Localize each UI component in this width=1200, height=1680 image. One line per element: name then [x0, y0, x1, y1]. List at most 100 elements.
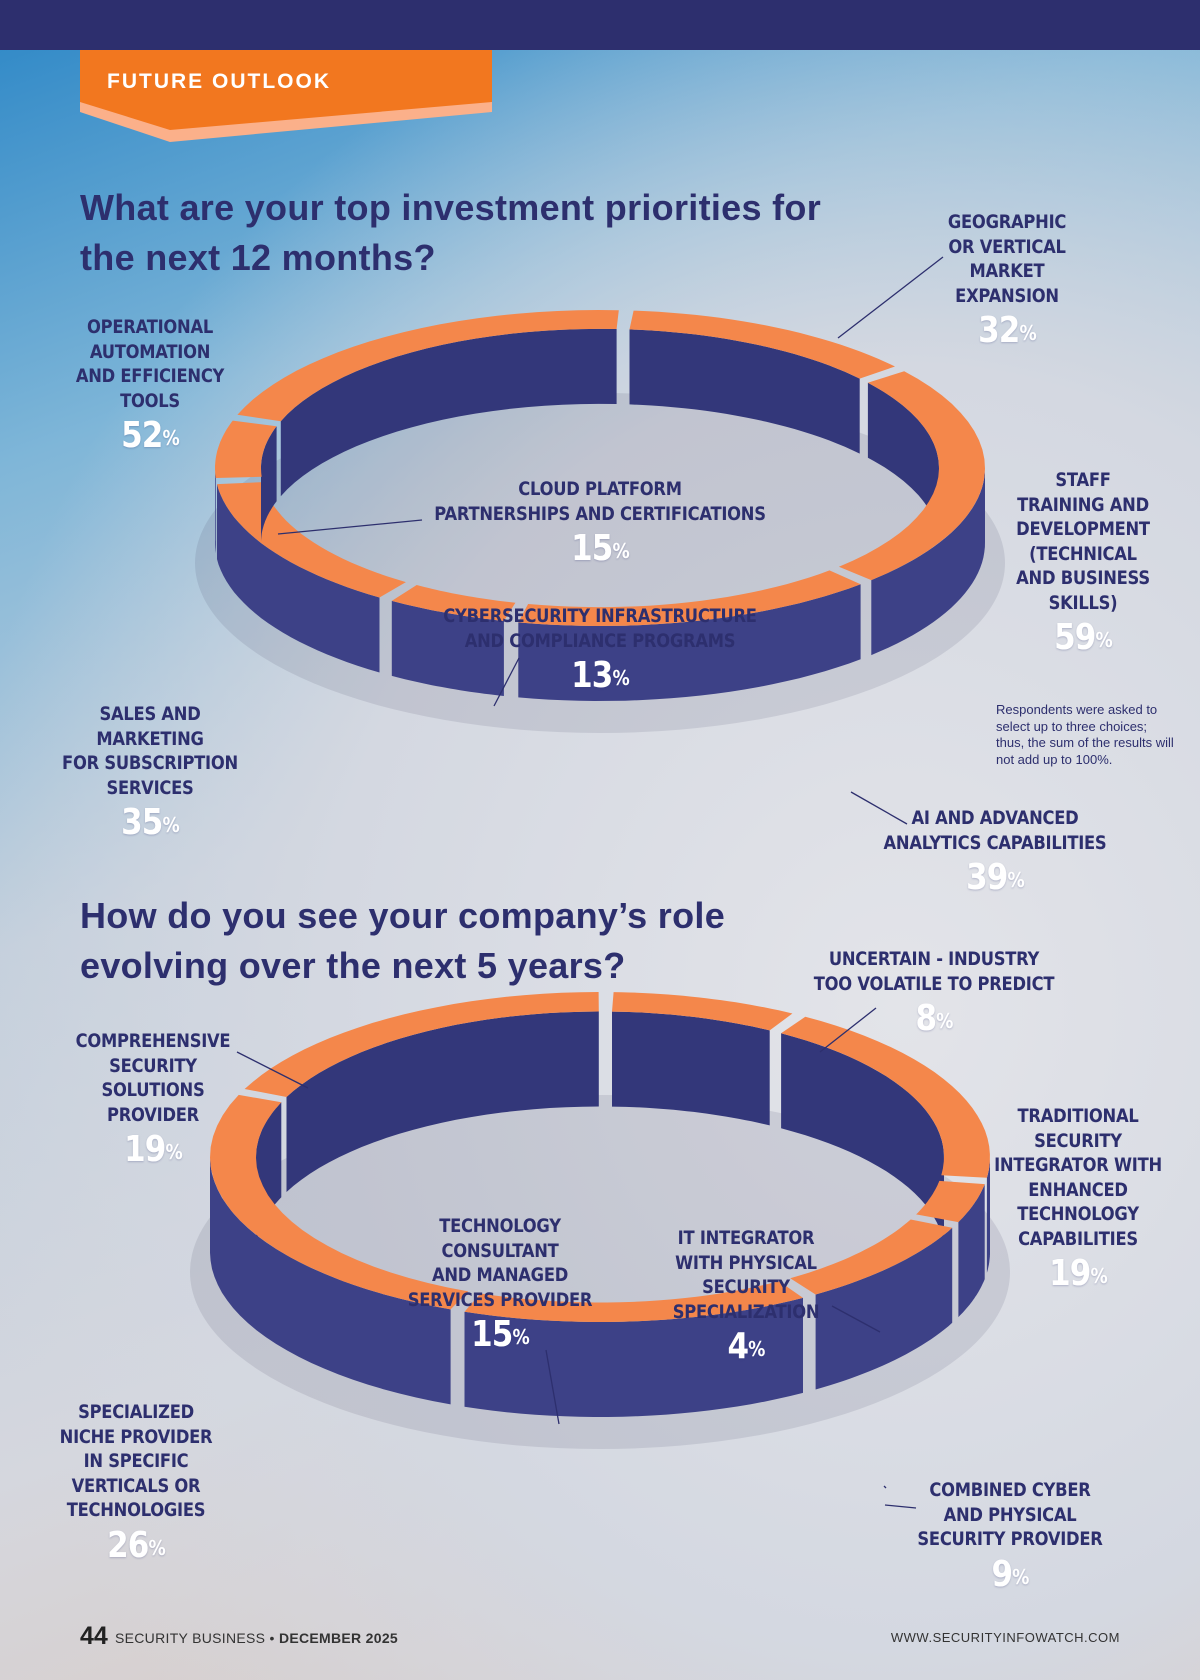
percent-sign: %: [612, 539, 629, 563]
chart-1-segment-top: [629, 310, 895, 379]
leader-line-2: [277, 519, 423, 535]
chart-1-label-6: CLOUD PLATFORM PARTNERSHIPS AND CERTIFICA…: [419, 477, 780, 569]
chart-1-segment-4: [391, 585, 516, 696]
chart-1-label-line: PARTNERSHIPS AND CERTIFICATIONS: [434, 502, 766, 525]
percent-sign: %: [1019, 321, 1036, 345]
chart-1-label-line: AND COMPLIANCE PROGRAMS: [464, 629, 736, 652]
chart-1-label-line: MARKETING: [96, 727, 204, 750]
chart-1-note: Respondents were asked to select up to t…: [996, 702, 1174, 767]
chart-2-label-line: VERTICALS OR: [71, 1474, 201, 1497]
chart-2-segment-7: [244, 992, 599, 1192]
issue-date: DECEMBER 2025: [278, 1630, 398, 1646]
ring-chart-investment: [195, 310, 1005, 733]
chart-2-segment-outer-wall: [958, 1184, 985, 1318]
chart-1-label-2: STAFF TRAINING AND DEVELOPMENT (TECHNICAL AN…: [997, 468, 1169, 658]
chart-2-label-line: TOO VOLATILE TO PREDICT: [813, 972, 1055, 995]
chart-1-value-5: 35%: [47, 803, 253, 843]
chart-1-label-line: TRAINING AND: [1017, 493, 1149, 516]
chart-1-label-line: CYBERSECURITY INFRASTRUCTURE: [443, 605, 757, 627]
chart-2-segment-top: [464, 1281, 803, 1322]
chart-1-segment-top: [391, 585, 516, 621]
page-number: 44: [80, 1622, 108, 1650]
chart-1-label-3: AI AND ADVANCED ANALYTICS CAPABILITIES 39%: [875, 806, 1116, 898]
chart-2-value-5: 15%: [397, 1315, 603, 1355]
chart-2-value-4: 9%: [907, 1554, 1113, 1595]
chart-2-segment-inner-wall: [612, 1011, 770, 1126]
value-number: 13: [571, 655, 613, 696]
chart-2-label-line: UNCERTAIN - INDUSTRY: [828, 948, 1040, 970]
chart-2-segment-outer-wall: [815, 1227, 953, 1390]
chart-2-label-line: SECURITY PROVIDER: [917, 1528, 1103, 1550]
chart-1-segment-7: [237, 310, 619, 497]
chart-1-label-line: AUTOMATION: [89, 340, 211, 363]
chart-1-segment-top: [838, 371, 985, 581]
chart-2-label-line: ENHANCED: [1028, 1178, 1128, 1201]
chart-1-label-line: AND BUSINESS: [1016, 567, 1150, 589]
chart-2-label-line: SECURITY: [702, 1276, 790, 1298]
chart-2-label-line: SECURITY: [109, 1054, 197, 1077]
chart-1-value-3: 39%: [875, 858, 1116, 898]
value-number: 35: [121, 802, 163, 843]
question-title-2: How do you see your company’s role evolv…: [80, 895, 726, 986]
chart-1-segment-top: [237, 310, 619, 422]
percent-sign: %: [612, 666, 629, 690]
chart-2-segment-2: [781, 1016, 990, 1273]
value-number: 26: [107, 1524, 149, 1566]
chart-1-label-line: STAFF: [1055, 469, 1111, 491]
top-banner: [0, 0, 1200, 50]
value-number: 8: [915, 998, 937, 1039]
chart-2-segment-outer-wall: [986, 1155, 990, 1273]
chart-2-label-line: TRADITIONAL SECURITY: [1017, 1105, 1139, 1152]
chart-2-segment-top: [916, 1180, 985, 1223]
chart-2-segment-top: [781, 1016, 990, 1178]
chart-1-value-1: 32%: [921, 311, 1093, 351]
chart-2-label-line: WITH PHYSICAL: [675, 1251, 817, 1274]
chart-2-segment-1: [612, 992, 793, 1126]
value-number: 15: [471, 1314, 513, 1355]
value-number: 39: [966, 857, 1008, 898]
chart-2-label-line: COMBINED CYBER: [929, 1479, 1091, 1501]
chart-2-label-line: SOLUTIONS: [101, 1079, 205, 1101]
chart-2-label-line: PROVIDER: [107, 1103, 199, 1126]
chart-1-segment-inner-wall: [280, 328, 617, 497]
chart-1-segment-top: [215, 420, 277, 478]
chart-2-label-7: COMPREHENSIVE SECURITY SOLUTIONS PROVIDER 19…: [58, 1029, 247, 1170]
chart-1-segment-3: [518, 570, 861, 701]
value-number: 32: [978, 310, 1020, 351]
chart-2-label-line: TECHNOLOGY: [1017, 1203, 1139, 1225]
chart-1-label-5: SALES AND MARKETING FOR SUBSCRIPTION SERVIC…: [47, 702, 253, 843]
chart-1-label-line: TOOLS: [120, 389, 180, 412]
chart-1-value-4: 13%: [437, 656, 764, 696]
value-number: 19: [124, 1129, 166, 1170]
percent-sign: %: [148, 1535, 165, 1560]
chart-2-value-1: 8%: [805, 999, 1063, 1039]
chart-1-value-2: 59%: [997, 618, 1169, 658]
chart-2-label-line: CONSULTANT: [441, 1239, 559, 1262]
chart-1-label-line: AND EFFICIENCY: [75, 365, 225, 387]
chart-2-label-5: TECHNOLOGY CONSULTANT AND MANAGED SERVICES …: [397, 1214, 603, 1355]
chart-2-segment-3: [916, 1180, 985, 1318]
leader-line-8: [545, 1349, 560, 1425]
chart-1-segment-outer-wall: [518, 584, 861, 701]
chart-2-segment-5: [464, 1281, 803, 1417]
leader-line-7: [831, 1305, 881, 1333]
chart-1-value-7: 52%: [55, 416, 244, 456]
chart-2-label-4: COMBINED CYBER AND PHYSICAL SECURITY PROVI…: [907, 1478, 1113, 1595]
leader-lines: [236, 256, 944, 1509]
publication-info: SECURITY BUSINESS • DECEMBER 2025: [115, 1630, 398, 1646]
percent-sign: %: [1012, 1564, 1029, 1589]
section-label: FUTURE OUTLOOK: [107, 70, 331, 93]
chart-2-label-line: TECHNOLOGIES: [66, 1499, 206, 1521]
chart-2-label-line: CAPABILITIES: [1018, 1227, 1138, 1250]
value-number: 15: [571, 528, 613, 569]
chart-2-value-7: 19%: [58, 1130, 247, 1170]
percent-sign: %: [165, 1140, 182, 1164]
chart-2-label-line: NICHE PROVIDER: [59, 1425, 213, 1448]
chart-1-label-line: DEVELOPMENT: [1016, 518, 1150, 540]
chart-2-label-3: IT INTEGRATOR WITH PHYSICAL SECURITY SPECIA…: [660, 1226, 832, 1367]
leader-line-5: [819, 1007, 877, 1053]
chart-2-segment-4: [790, 1219, 953, 1390]
chart-1-segment-outer-wall: [391, 600, 504, 696]
chart-2-label-line: AND PHYSICAL: [943, 1503, 1077, 1526]
percent-sign: %: [748, 1337, 765, 1361]
